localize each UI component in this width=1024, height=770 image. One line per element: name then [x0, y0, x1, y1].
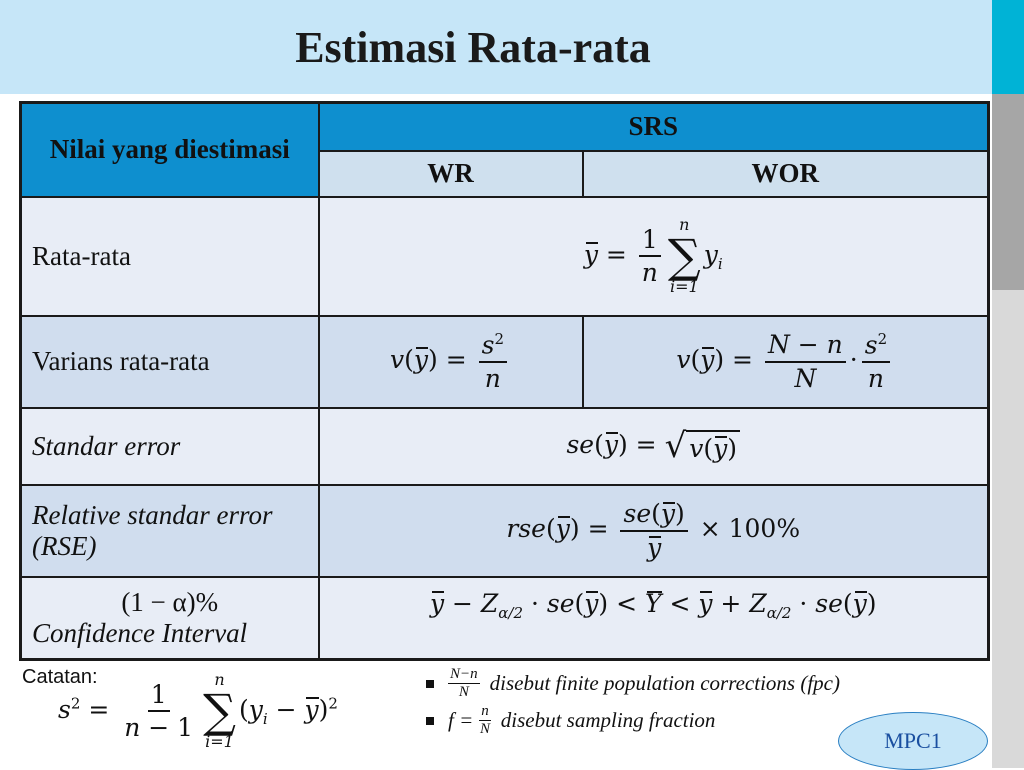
header-wr: WR [317, 149, 584, 198]
header-estimated-value: Nilai yang diestimasi [19, 101, 320, 198]
bullet-fpc: N−n N disebut finite population correctio… [420, 666, 1000, 701]
f-equals: f = [448, 708, 474, 732]
bullet-icon [426, 679, 434, 688]
row-label-rse: Relative standar error (RSE) [19, 483, 320, 578]
formula-variance-wor: v(y) = N − n N · s2 n [581, 314, 990, 410]
formula-confidence-interval: y − Zα/2 · se(y) < Y < y + Zα/2 · se(y) [317, 575, 990, 661]
header-wor: WOR [581, 149, 990, 198]
right-accent-block [992, 0, 1024, 94]
notes-bullets: N−n N disebut finite population correctio… [420, 666, 1000, 740]
title-band [0, 0, 992, 94]
formula-standard-error: se(y) = √ v(y) [317, 407, 990, 486]
row-label-mean: Rata-rata [19, 195, 320, 317]
row-variance: Varians rata-rata v(y) = s2 n v(y) = N − … [19, 314, 990, 410]
slide-title: Estimasi Rata-rata [295, 23, 651, 72]
row-rse: Relative standar error (RSE) rse(y) = se… [19, 483, 990, 578]
scrollbar-thumb[interactable] [992, 94, 1024, 290]
row-label-confidence-interval: (1 − α)% Confidence Interval [19, 575, 320, 661]
row-confidence-interval: (1 − α)% Confidence Interval y − Zα/2 · … [19, 575, 990, 661]
formula-mean: y = 1 n n ∑ i=1 yi [317, 195, 990, 317]
ci-alpha-label: (1 − α)% [121, 586, 219, 617]
mpc1-badge[interactable]: MPC1 [838, 712, 988, 770]
formula-variance-wr: v(y) = s2 n [317, 314, 584, 410]
ci-text-label: Confidence Interval [32, 617, 248, 648]
row-standard-error: Standar error se(y) = √ v(y) [19, 407, 990, 486]
notes-label: Catatan: [22, 666, 98, 688]
bullet-icon [426, 716, 434, 725]
row-label-variance: Varians rata-rata [19, 314, 320, 410]
row-label-standard-error: Standar error [19, 407, 320, 486]
header-srs: SRS [317, 101, 990, 152]
formula-rse: rse(y) = se(y) y × 100% [317, 483, 990, 578]
fpc-text: disebut finite population corrections (f… [489, 671, 840, 695]
estimation-table: Nilai yang diestimasi SRS WR WOR Rata-ra… [19, 101, 990, 661]
row-mean: Rata-rata y = 1 n n ∑ i=1 yi [19, 195, 990, 317]
sf-text: disebut sampling fraction [500, 708, 716, 732]
fpc-fraction: N−n N [448, 666, 480, 700]
